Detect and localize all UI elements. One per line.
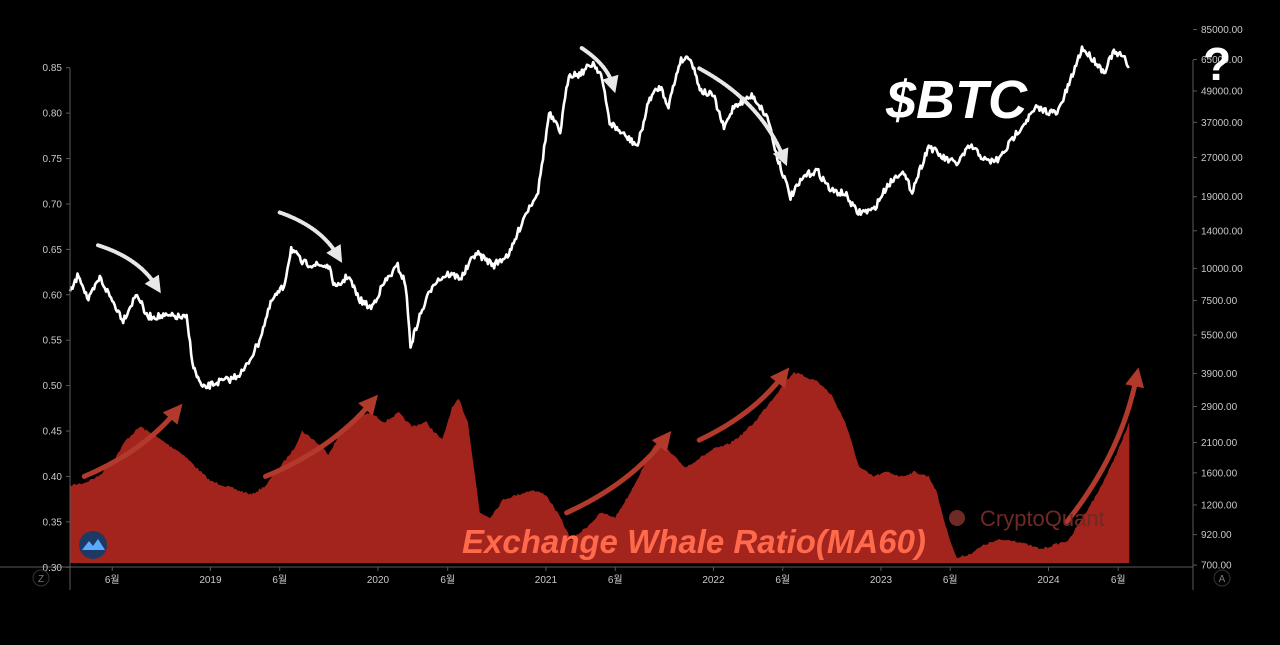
right-tick-label: 1600.00 — [1201, 468, 1238, 479]
x-tick-label: 6월 — [943, 574, 958, 586]
arrow-shaft — [1064, 375, 1139, 525]
arrow-shaft — [564, 437, 667, 516]
whale-ratio-area — [70, 371, 1130, 563]
left-tick-label: 0.70 — [43, 199, 63, 210]
white-trend-arrow — [277, 210, 343, 263]
right-tick-label: 2900.00 — [1201, 402, 1238, 413]
arrow-head — [162, 403, 183, 425]
arrow-head — [602, 74, 619, 94]
red-trend-arrow — [81, 403, 183, 479]
corner-left-label[interactable]: Z — [38, 574, 44, 585]
watermark: CryptoQuant — [980, 506, 1105, 531]
btc-price-line — [68, 45, 1130, 390]
left-tick-label: 0.75 — [43, 154, 63, 165]
arrow-head — [772, 147, 789, 167]
x-tick-label: 6월 — [1111, 574, 1126, 586]
app-logo-icon[interactable] — [79, 531, 107, 559]
x-tick-label: 2021 — [535, 575, 558, 586]
red-trend-arrow — [564, 431, 672, 516]
left-tick-label: 0.60 — [43, 290, 63, 301]
red-trend-arrow — [696, 367, 790, 443]
right-tick-label: 37000.00 — [1201, 118, 1243, 129]
red-trend-arrow — [263, 394, 378, 479]
left-tick-label: 0.55 — [43, 336, 63, 347]
x-tick-label: 2020 — [367, 575, 390, 586]
arrow-head — [1125, 367, 1145, 389]
question-mark: ? — [1203, 38, 1231, 90]
white-trend-arrow — [579, 46, 619, 94]
right-tick-label: 14000.00 — [1201, 226, 1243, 237]
x-tick-label: 6월 — [775, 574, 790, 586]
white-trend-arrow — [95, 243, 161, 294]
arrow-head — [326, 244, 343, 263]
arrow-shaft — [696, 373, 785, 443]
x-tick-label: 2022 — [702, 575, 725, 586]
right-tick-label: 5500.00 — [1201, 331, 1238, 342]
right-tick-label: 19000.00 — [1201, 192, 1243, 203]
right-tick-label: 49000.00 — [1201, 87, 1243, 98]
left-tick-label: 0.30 — [43, 563, 63, 574]
right-tick-label: 85000.00 — [1201, 25, 1243, 36]
white-trend-arrow — [697, 66, 789, 167]
watermark-logo-icon — [949, 510, 965, 526]
red-trend-arrow — [1064, 367, 1145, 525]
right-tick-label: 65000.00 — [1201, 55, 1243, 66]
arrow-head — [769, 367, 790, 389]
arrow-head — [144, 274, 161, 294]
right-tick-label: 27000.00 — [1201, 153, 1243, 164]
left-tick-label: 0.50 — [43, 381, 63, 392]
btc-line-layer — [68, 45, 1130, 390]
right-tick-label: 700.00 — [1201, 561, 1232, 572]
btc-title: $BTC — [885, 70, 1028, 130]
left-tick-label: 0.40 — [43, 472, 63, 483]
left-tick-label: 0.45 — [43, 427, 63, 438]
arrow-shaft — [263, 400, 374, 479]
x-tick-label: 6월 — [608, 574, 623, 586]
x-tick-label: 2024 — [1037, 575, 1060, 586]
left-tick-label: 0.35 — [43, 517, 63, 528]
corner-right-label[interactable]: A — [1219, 574, 1226, 585]
right-tick-label: 10000.00 — [1201, 264, 1243, 275]
right-tick-label: 3900.00 — [1201, 369, 1238, 380]
corner-left-ring — [32, 569, 50, 587]
arrow-shaft — [697, 66, 786, 160]
left-tick-label: 0.65 — [43, 245, 63, 256]
arrow-head — [358, 394, 378, 416]
whale-ratio-area-layer — [70, 371, 1130, 563]
x-tick-label: 2019 — [199, 575, 222, 586]
right-tick-label: 7500.00 — [1201, 296, 1238, 307]
left-tick-label: 0.85 — [43, 63, 63, 74]
right-tick-label: 2100.00 — [1201, 438, 1238, 449]
left-tick-label: 0.80 — [43, 109, 63, 120]
arrow-shaft — [81, 409, 178, 479]
arrow-head — [651, 431, 672, 453]
x-tick-label: 6월 — [272, 574, 287, 586]
x-tick-label: 6월 — [440, 574, 455, 586]
arrow-annotations-layer — [81, 46, 1145, 525]
x-tick-label: 2023 — [870, 575, 893, 586]
axes-layer — [0, 60, 1194, 590]
whale-ratio-title: Exchange Whale Ratio(MA60) — [462, 523, 926, 560]
right-tick-label: 920.00 — [1201, 530, 1232, 541]
right-tick-label: 1200.00 — [1201, 500, 1238, 511]
x-tick-label: 6월 — [105, 574, 120, 586]
tick-labels-layer: 0.30 0.35 0.40 0.45 0.50 0.55 0.60 0.65 0.70 0.75… — [43, 25, 1244, 586]
corner-right-ring — [1213, 569, 1231, 587]
